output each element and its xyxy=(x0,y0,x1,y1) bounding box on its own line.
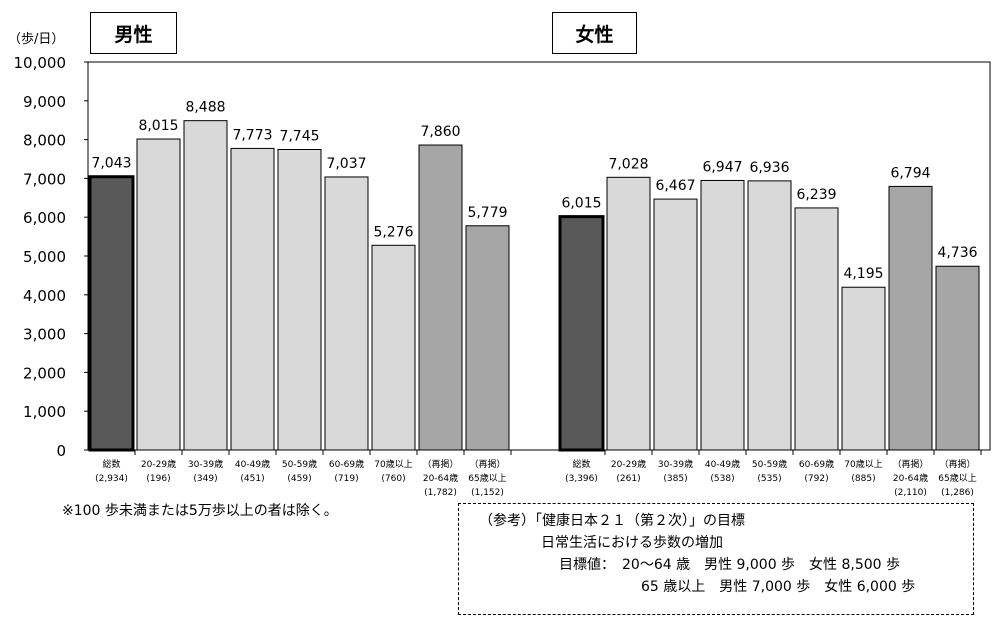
bar xyxy=(935,265,980,451)
x-tick-label: 総数 xyxy=(572,458,590,470)
data-label: 7,860 xyxy=(420,124,460,140)
x-tick-n: (719) xyxy=(334,474,358,484)
data-label: 6,794 xyxy=(890,165,930,181)
y-tick-label: 1,000 xyxy=(23,403,66,421)
data-label: 6,015 xyxy=(561,196,601,212)
bar xyxy=(183,120,228,451)
x-tick-label: 20-64歳 xyxy=(893,472,928,484)
x-tick-n: (2,934) xyxy=(95,474,128,484)
y-tick-label: 4,000 xyxy=(23,287,66,305)
x-tick-label: 70歳以上 xyxy=(844,458,882,470)
bar xyxy=(465,225,510,451)
bar xyxy=(136,138,181,451)
x-tick-n: (196) xyxy=(146,474,170,484)
reference-line2: 20～64 歳 男性 9,000 歩 女性 8,500 歩 xyxy=(622,557,901,573)
reference-target-label: 目標値： xyxy=(559,557,608,573)
x-tick-n: (451) xyxy=(240,474,264,484)
bar xyxy=(606,176,651,451)
x-tick-label: （再掲） xyxy=(469,459,505,470)
data-label: 7,028 xyxy=(608,156,648,172)
x-tick-n: (792) xyxy=(804,474,828,484)
y-tick-label: 6,000 xyxy=(23,209,66,227)
y-tick-label: 10,000 xyxy=(14,54,67,72)
x-tick-n: (261) xyxy=(616,474,640,484)
x-tick-label: 60-69歳 xyxy=(799,458,834,470)
x-tick-label: 65歳以上 xyxy=(938,472,976,484)
bar xyxy=(371,244,416,451)
bar xyxy=(277,148,322,451)
data-label: 4,736 xyxy=(937,245,977,261)
x-tick-n: (1,782) xyxy=(424,488,457,498)
x-tick-label: （再掲） xyxy=(422,459,458,470)
reference-line1: 日常生活における歩数の増加 xyxy=(541,535,723,551)
data-label: 8,488 xyxy=(185,100,225,116)
reference-title: （参考）「健康日本２１（第２次）」の目標 xyxy=(479,513,745,529)
x-tick-n: (349) xyxy=(193,474,217,484)
x-tick-n: (2,110) xyxy=(894,488,927,498)
data-label: 7,037 xyxy=(326,156,366,172)
y-tick-label: 5,000 xyxy=(23,248,66,266)
x-tick-label: 総数 xyxy=(102,458,120,470)
reference-box: （参考）「健康日本２１（第２次）」の目標 日常生活における歩数の増加 目標値： … xyxy=(458,503,974,615)
x-tick-label: 30-39歳 xyxy=(658,458,693,470)
data-label: 7,773 xyxy=(232,127,272,143)
reference-line3: 65 歳以上 男性 7,000 歩 女性 6,000 歩 xyxy=(641,579,916,595)
data-label: 7,745 xyxy=(279,128,319,144)
y-tick-label: 8,000 xyxy=(23,132,66,150)
data-label: 8,015 xyxy=(138,118,178,134)
footnote: ※100 歩未満または5万歩以上の者は除く。 xyxy=(62,503,338,519)
bar xyxy=(888,185,933,451)
bar xyxy=(418,144,463,451)
data-label: 6,239 xyxy=(796,187,836,203)
x-tick-label: （再掲） xyxy=(939,459,975,470)
y-tick-label: 7,000 xyxy=(23,170,66,188)
bar xyxy=(558,215,605,452)
bar xyxy=(841,286,886,451)
x-tick-n: (3,396) xyxy=(565,474,598,484)
x-tick-n: (885) xyxy=(851,474,875,484)
x-tick-n: (760) xyxy=(381,474,405,484)
x-tick-label: 40-49歳 xyxy=(705,458,740,470)
data-label: 5,276 xyxy=(373,224,413,240)
x-tick-n: (535) xyxy=(757,474,781,484)
x-tick-label: （再掲） xyxy=(892,459,928,470)
data-label: 6,467 xyxy=(655,178,695,194)
bar xyxy=(88,175,135,452)
x-tick-n: (538) xyxy=(710,474,734,484)
x-tick-label: 20-64歳 xyxy=(423,472,458,484)
x-tick-label: 20-29歳 xyxy=(611,458,646,470)
x-tick-n: (1,286) xyxy=(941,488,974,498)
data-label: 4,195 xyxy=(843,266,883,282)
x-tick-label: 60-69歳 xyxy=(329,458,364,470)
x-tick-n: (1,152) xyxy=(471,488,504,498)
y-axis-unit: （歩/日） xyxy=(8,32,65,47)
x-tick-label: 65歳以上 xyxy=(468,472,506,484)
x-tick-label: 50-59歳 xyxy=(752,458,787,470)
bar xyxy=(230,147,275,451)
y-tick-label: 9,000 xyxy=(23,93,66,111)
data-label: 7,043 xyxy=(91,156,131,172)
x-tick-label: 20-29歳 xyxy=(141,458,176,470)
x-tick-label: 70歳以上 xyxy=(374,458,412,470)
x-tick-n: (385) xyxy=(663,474,687,484)
bar xyxy=(324,176,369,451)
y-tick-label: 3,000 xyxy=(23,326,66,344)
group-label-female: 女性 xyxy=(552,12,637,54)
x-tick-n: (459) xyxy=(287,474,311,484)
bar xyxy=(794,207,839,451)
bar xyxy=(700,179,745,451)
data-label: 6,947 xyxy=(702,159,742,175)
y-tick-label: 2,000 xyxy=(23,364,66,382)
group-label-male: 男性 xyxy=(90,12,177,54)
y-tick-label: 0 xyxy=(56,442,66,460)
data-label: 6,936 xyxy=(749,160,789,176)
x-tick-label: 50-59歳 xyxy=(282,458,317,470)
bar xyxy=(747,180,792,451)
data-label: 5,779 xyxy=(467,205,507,221)
x-tick-label: 30-39歳 xyxy=(188,458,223,470)
x-tick-label: 40-49歳 xyxy=(235,458,270,470)
bar xyxy=(653,198,698,451)
